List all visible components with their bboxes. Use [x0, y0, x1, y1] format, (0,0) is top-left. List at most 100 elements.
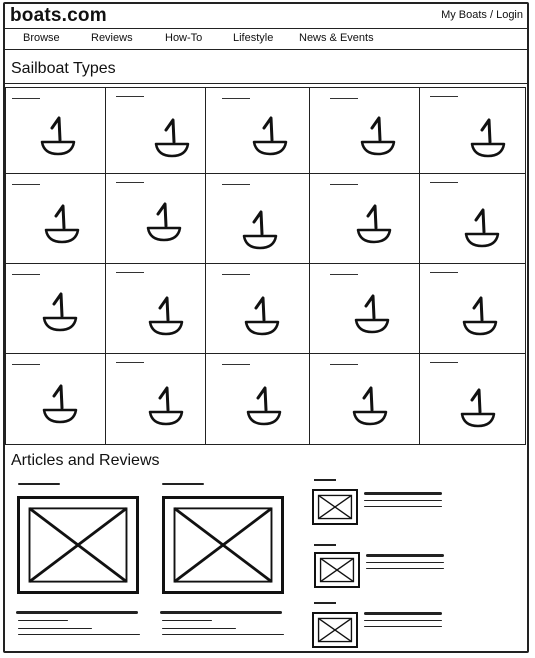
article-thumbnail: [314, 552, 360, 588]
sailboat-type-tile[interactable]: [419, 263, 526, 354]
sailboat-type-tile[interactable]: [5, 173, 106, 264]
nav-browse[interactable]: Browse: [23, 32, 60, 44]
sailboat-type-tile[interactable]: [105, 173, 206, 264]
sailboat-type-tile[interactable]: [205, 263, 310, 354]
article-thumbnail: [312, 489, 358, 525]
article-text-line: [160, 611, 282, 614]
article-headline-line: [162, 483, 204, 485]
nav-reviews[interactable]: Reviews: [91, 32, 133, 44]
sailboat-icon: [470, 118, 506, 158]
tile-label-line: [222, 184, 250, 185]
sailboat-icon: [246, 386, 282, 426]
sailboat-type-tile[interactable]: [5, 353, 106, 445]
article-text-line: [364, 500, 442, 501]
sailboat-icon: [146, 202, 182, 242]
tile-label-line: [222, 98, 250, 99]
nav-lifestyle[interactable]: Lifestyle: [233, 32, 274, 44]
sailboat-type-tile[interactable]: [309, 173, 420, 264]
sailboat-type-tile[interactable]: [5, 87, 106, 174]
sailboat-icon: [40, 116, 76, 156]
article-image-placeholder: [17, 496, 139, 594]
tile-label-line: [116, 362, 144, 363]
sailboat-icon: [356, 204, 392, 244]
tile-label-line: [116, 182, 144, 183]
sailboat-icon: [252, 116, 288, 156]
tile-label-line: [116, 96, 144, 97]
article-text-line: [364, 626, 442, 627]
image-placeholder-icon: [317, 617, 353, 643]
sailboat-icon: [352, 386, 388, 426]
sailboat-type-tile[interactable]: [205, 173, 310, 264]
tile-label-line: [430, 272, 458, 273]
article-text-line: [162, 628, 236, 629]
sailboat-icon: [154, 118, 190, 158]
sailboat-icon: [242, 210, 278, 250]
sailboat-type-tile[interactable]: [309, 87, 420, 174]
sailboat-type-tile[interactable]: [105, 87, 206, 174]
sailboat-icon: [354, 294, 390, 334]
image-placeholder-icon: [28, 507, 128, 583]
sailboat-icon: [464, 208, 500, 248]
article-text-line: [366, 568, 444, 569]
sailboat-type-tile[interactable]: [205, 353, 310, 445]
sailboat-icon: [360, 116, 396, 156]
section-title-sailboat-types: Sailboat Types: [11, 60, 116, 77]
section-divider: [3, 83, 529, 84]
site-logo[interactable]: boats.com: [10, 5, 107, 26]
tile-label-line: [430, 96, 458, 97]
sailboat-icon: [42, 384, 78, 424]
article-text-line: [364, 506, 442, 507]
sailboat-icon: [148, 296, 184, 336]
article-text-line: [18, 634, 140, 635]
sailboat-type-tile[interactable]: [419, 353, 526, 445]
article-text-line: [162, 620, 212, 621]
main-nav: Browse Reviews How-To Lifestyle News & E…: [3, 28, 529, 50]
sailboat-type-tile[interactable]: [419, 173, 526, 264]
article-text-line: [364, 492, 442, 495]
tile-label-line: [222, 274, 250, 275]
image-placeholder-icon: [319, 557, 355, 583]
tile-label-line: [330, 364, 358, 365]
sailboat-icon: [42, 292, 78, 332]
tile-label-line: [12, 274, 40, 275]
sailboat-icon: [44, 204, 80, 244]
article-thumbnail: [312, 612, 358, 648]
article-text-line: [364, 620, 442, 621]
tile-label-line: [12, 364, 40, 365]
tile-label-line: [330, 274, 358, 275]
article-text-line: [18, 628, 92, 629]
tile-label-line: [222, 364, 250, 365]
sailboat-icon: [148, 386, 184, 426]
article-text-line: [364, 612, 442, 615]
article-text-line: [16, 611, 138, 614]
account-login-link[interactable]: My Boats / Login: [441, 9, 523, 21]
article-text-line: [18, 620, 68, 621]
image-placeholder-icon: [317, 494, 353, 520]
nav-news-events[interactable]: News & Events: [299, 32, 374, 44]
sailboat-type-tile[interactable]: [205, 87, 310, 174]
article-text-line: [366, 554, 444, 557]
tile-label-line: [12, 184, 40, 185]
tile-label-line: [430, 182, 458, 183]
sailboat-type-tile[interactable]: [309, 263, 420, 354]
image-placeholder-icon: [173, 507, 273, 583]
sailboat-type-tile[interactable]: [419, 87, 526, 174]
section-title-articles: Articles and Reviews: [11, 452, 160, 469]
tile-label-line: [330, 98, 358, 99]
article-headline-line: [314, 544, 336, 546]
sailboat-type-tile[interactable]: [105, 263, 206, 354]
sailboat-type-tile[interactable]: [309, 353, 420, 445]
sailboat-icon: [460, 388, 496, 428]
article-text-line: [366, 562, 444, 563]
article-headline-line: [314, 602, 336, 604]
sailboat-type-tile[interactable]: [5, 263, 106, 354]
sailboat-type-tile[interactable]: [105, 353, 206, 445]
page-frame: [3, 2, 529, 653]
sailboat-icon: [244, 296, 280, 336]
tile-label-line: [430, 362, 458, 363]
sailboat-icon: [462, 296, 498, 336]
article-text-line: [162, 634, 284, 635]
article-headline-line: [314, 479, 336, 481]
nav-how-to[interactable]: How-To: [165, 32, 203, 44]
article-image-placeholder: [162, 496, 284, 594]
